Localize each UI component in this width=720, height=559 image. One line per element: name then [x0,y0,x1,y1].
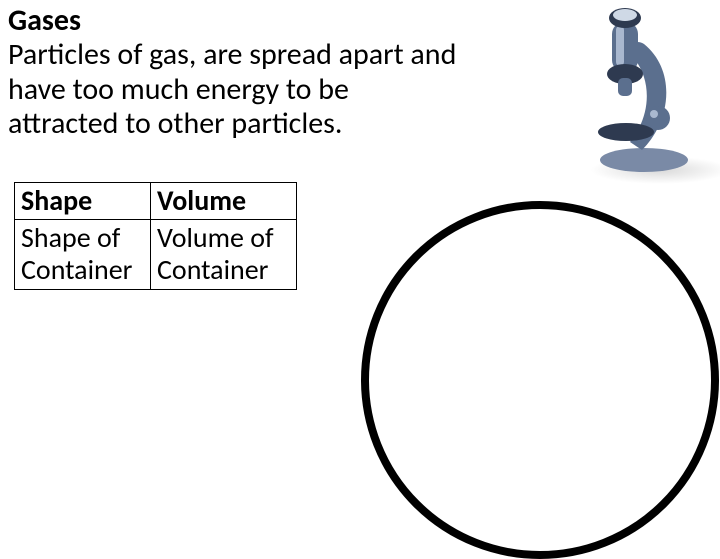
col-header-shape: Shape [15,183,151,220]
microscope-icon [572,0,702,180]
slide-title: Gases [8,2,81,39]
table-header-row: Shape Volume [15,183,297,220]
cell-volume: Volume of Container [151,220,297,289]
lens-circle [361,201,719,559]
col-header-volume: Volume [151,183,297,220]
table-row: Shape of Container Volume of Container [15,220,297,289]
properties-table: Shape Volume Shape of Container Volume o… [14,182,297,290]
cell-shape: Shape of Container [15,220,151,289]
slide-body-text: Particles of gas, are spread apart andha… [8,38,456,142]
